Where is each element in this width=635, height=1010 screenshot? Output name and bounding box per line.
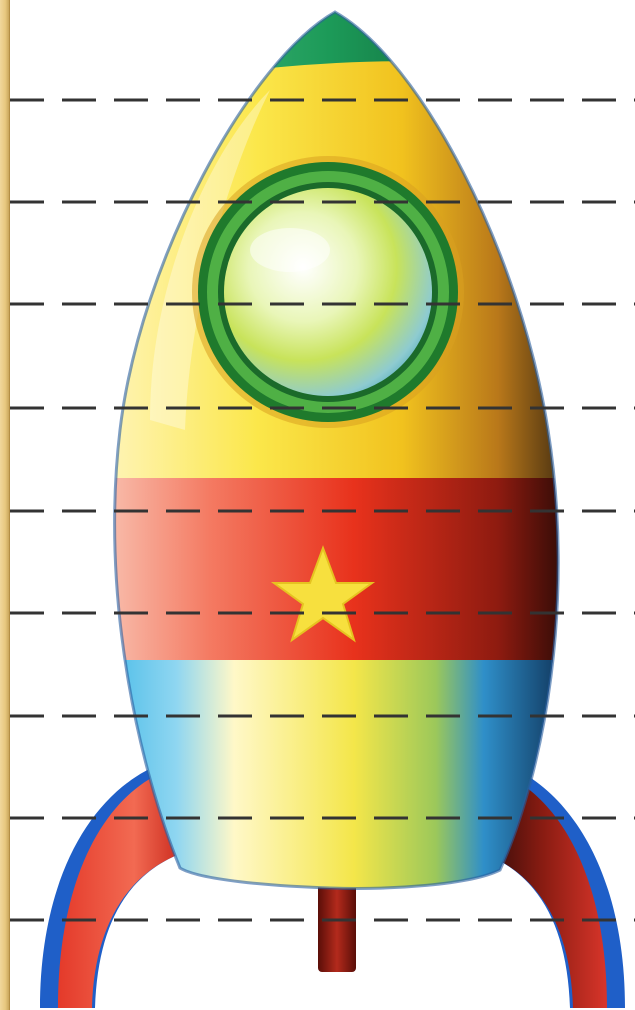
porthole-window (192, 156, 464, 428)
rocket-body (114, 12, 559, 889)
exhaust-nozzle (318, 880, 356, 972)
left-fin (40, 762, 190, 1008)
star-emblem (270, 545, 376, 643)
guide-lines (10, 98, 635, 922)
left-border (0, 0, 10, 1010)
